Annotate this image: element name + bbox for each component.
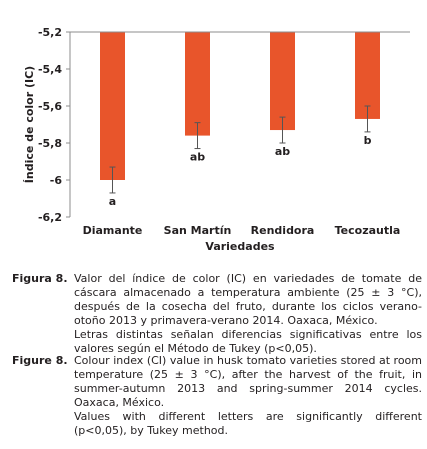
caption-spanish: Figura 8. Valor del índice de color (IC)… xyxy=(12,272,422,356)
category-label: Rendidora xyxy=(251,224,315,237)
bar-rendidora xyxy=(270,32,295,131)
significance-letter: ab xyxy=(190,151,205,164)
y-tick-label: -6 xyxy=(50,174,63,187)
category-label: Tecozautla xyxy=(335,224,401,237)
y-tick-label: -5,4 xyxy=(38,63,62,76)
category-label: Diamante xyxy=(83,224,143,237)
y-tick-label: -5,2 xyxy=(38,26,62,39)
caption-english: Figure 8. Colour index (CI) value in hus… xyxy=(12,354,422,438)
y-tick-label: -6,2 xyxy=(38,211,62,224)
y-tick-label: -5,8 xyxy=(38,137,62,150)
category-label: San Martín xyxy=(164,224,232,237)
significance-letter: b xyxy=(364,134,372,147)
y-tick-label: -5,6 xyxy=(38,100,62,113)
caption-spanish-label: Figura 8. xyxy=(12,272,68,285)
x-axis-title: Variedades xyxy=(205,240,275,253)
bar-diamante xyxy=(100,32,125,180)
bar-tecozautla xyxy=(355,32,380,119)
caption-spanish-text: Valor del índice de color (IC) en varied… xyxy=(74,272,422,327)
caption-spanish-note: Letras distintas señalan diferencias sig… xyxy=(74,328,422,355)
caption-english-label: Figure 8. xyxy=(12,354,68,367)
caption-english-text: Colour index (CI) value in husk tomato v… xyxy=(74,354,422,409)
bar-chart: -5,2 -5,4 -5,6 -5,8 -6 -6,2 a ab ab b Diamante Sa… xyxy=(23,26,410,253)
y-axis-title: Índice de color (IC) xyxy=(23,66,36,183)
caption-english-note: Values with different letters are signif… xyxy=(74,410,422,437)
significance-letter: a xyxy=(109,195,116,208)
chart-canvas: -5,2 -5,4 -5,6 -5,8 -6 -6,2 a ab ab b Diamante Sa… xyxy=(23,26,410,253)
bar-san-mart-n xyxy=(185,32,210,136)
significance-letter: ab xyxy=(275,145,290,158)
